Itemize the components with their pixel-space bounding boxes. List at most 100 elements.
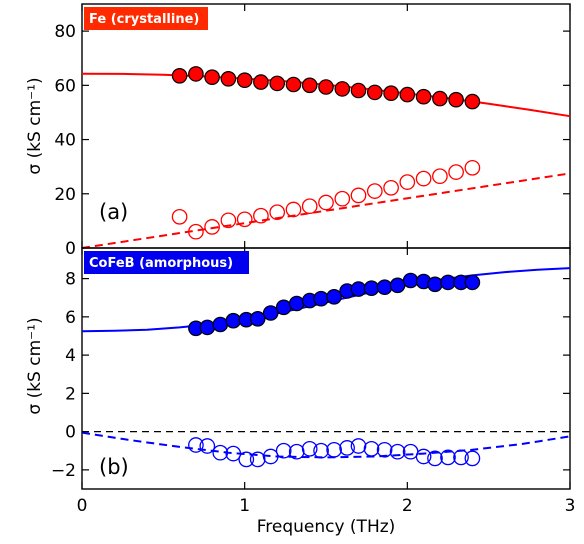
point-b-open-3	[225, 445, 242, 462]
point-a-filled-5	[253, 74, 269, 90]
point-a-filled-6	[269, 75, 285, 92]
point-b-filled-11	[326, 288, 342, 305]
point-b-filled-6	[262, 305, 279, 321]
point-a-open-9	[318, 194, 334, 211]
point-a-filled-4	[236, 72, 253, 88]
series-a-3-line-dashed	[81, 172, 571, 249]
point-a-open-0	[171, 208, 188, 225]
x-tick-label-2: 2	[402, 496, 413, 516]
point-b-filled-16	[389, 277, 406, 294]
point-a-filled-12	[366, 84, 383, 101]
point-a-open-15	[415, 170, 432, 187]
point-b-open-22	[464, 450, 481, 467]
point-a-open-14	[399, 174, 416, 190]
point-b-filled-8	[288, 295, 305, 312]
x-axis-label: Frequency (THz)	[257, 517, 396, 537]
y-axis-label-b: σ (kS cm⁻¹)	[25, 317, 45, 414]
y-tick-label-b-3: 4	[65, 346, 76, 366]
point-a-filled-10	[334, 81, 351, 97]
legend-badge-b: CoFeB (amorphous)	[89, 256, 233, 271]
x-tick-label-0: 0	[77, 496, 88, 516]
point-a-filled-1	[188, 66, 204, 82]
point-b-open-12	[339, 440, 355, 456]
point-b-open-15	[376, 441, 393, 458]
panel-a: 0 20 40 60 80 σ (kS cm⁻¹) (a) Fe (crystallin…	[25, 3, 571, 259]
point-a-open-8	[301, 198, 318, 215]
point-a-open-4	[236, 211, 253, 228]
point-a-open-1	[188, 223, 204, 240]
point-a-filled-13	[383, 85, 399, 101]
y-ticks-b: −2 0 2 4 6 8	[51, 270, 570, 481]
point-a-filled-11	[350, 82, 367, 99]
point-b-filled-17	[402, 272, 419, 289]
point-a-open-5	[253, 207, 269, 224]
y-axis-label-a: σ (kS cm⁻¹)	[25, 77, 45, 174]
x-tick-label-1: 1	[239, 496, 250, 516]
point-b-filled-19	[427, 276, 443, 293]
y-tick-label-b-4: 6	[65, 308, 76, 328]
point-b-filled-2	[212, 316, 229, 333]
point-b-filled-20	[440, 274, 456, 291]
point-b-open-11	[326, 441, 342, 458]
point-a-filled-7	[285, 76, 302, 93]
point-a-open-17	[448, 164, 464, 180]
y-ticks-a: 0 20 40 60 80	[54, 22, 570, 259]
marks-b	[81, 267, 571, 468]
point-b-filled-15	[376, 279, 393, 295]
legend-badge-a-bg	[84, 7, 208, 30]
point-a-filled-17	[448, 91, 464, 108]
point-b-filled-1	[199, 319, 216, 336]
panel-label-b: (b)	[99, 455, 129, 479]
y-tick-label-a-3: 60	[54, 76, 76, 96]
legend-badge-b-bg	[84, 251, 249, 274]
point-b-open-19	[427, 450, 443, 467]
x-tick-label-3: 3	[565, 496, 576, 516]
point-b-filled-10	[313, 290, 329, 307]
y-tick-label-a-1: 20	[54, 185, 76, 205]
point-b-open-16	[389, 443, 406, 460]
point-b-open-7	[275, 442, 292, 459]
point-a-filled-16	[432, 90, 448, 107]
point-a-open-18	[464, 159, 481, 176]
point-a-open-13	[383, 179, 399, 196]
point-b-open-0	[188, 437, 204, 453]
point-b-filled-3	[225, 312, 242, 329]
point-b-open-6	[262, 448, 279, 465]
point-b-open-5	[249, 451, 266, 468]
point-b-filled-14	[363, 280, 380, 296]
y-tick-label-b-5: 8	[65, 270, 76, 290]
point-a-filled-15	[415, 88, 432, 105]
point-b-open-14	[363, 440, 380, 457]
point-a-filled-9	[318, 79, 334, 95]
x-ticks-b: 0 1 2 3	[77, 248, 576, 516]
point-b-open-9	[301, 440, 318, 457]
point-b-filled-22	[464, 274, 481, 291]
point-b-filled-5	[249, 310, 266, 327]
y-tick-label-b-2: 2	[65, 384, 76, 404]
point-b-open-1	[199, 438, 216, 454]
y-tick-label-a-4: 80	[54, 22, 76, 42]
point-a-open-6	[269, 204, 286, 221]
plot-frame-b	[81, 247, 571, 490]
point-b-open-13	[350, 438, 367, 454]
legend-badge-a: Fe (crystalline)	[89, 12, 199, 27]
point-a-open-7	[285, 201, 302, 218]
point-b-open-20	[440, 449, 456, 466]
point-a-filled-18	[464, 93, 481, 110]
point-a-filled-2	[204, 69, 220, 85]
point-b-open-4	[238, 451, 255, 468]
point-b-open-2	[212, 444, 229, 461]
y-tick-label-b-0: −2	[51, 461, 76, 481]
point-a-open-10	[334, 190, 351, 207]
point-b-open-18	[415, 448, 432, 465]
point-b-filled-13	[350, 281, 367, 297]
point-a-open-11	[350, 187, 367, 204]
point-a-open-12	[366, 183, 383, 199]
point-a-filled-3	[220, 71, 237, 87]
point-b-open-10	[313, 442, 329, 459]
point-a-open-2	[204, 219, 220, 235]
y-tick-label-b-1: 0	[65, 423, 76, 443]
point-a-filled-14	[399, 86, 416, 103]
y-tick-label-a-2: 40	[54, 131, 76, 151]
